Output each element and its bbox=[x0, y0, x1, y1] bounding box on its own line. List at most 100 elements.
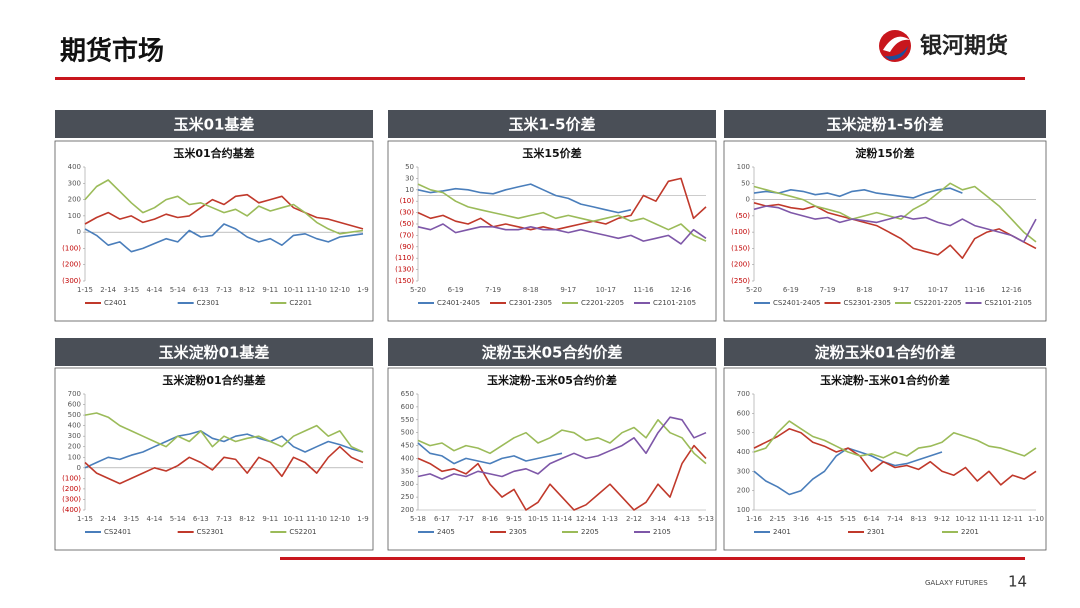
y-tick-label: 100 bbox=[68, 453, 81, 461]
x-tick-label: 2-12 bbox=[626, 515, 642, 523]
series-line bbox=[84, 179, 364, 235]
x-tick-label: 12-10 bbox=[330, 515, 350, 523]
y-tick-label: 600 bbox=[737, 409, 750, 417]
x-tick-label: 1-10 bbox=[1028, 515, 1044, 523]
series-line bbox=[417, 183, 707, 242]
y-tick-label: 200 bbox=[737, 487, 750, 495]
x-tick-label: 9-12 bbox=[934, 515, 950, 523]
x-tick-label: 7-14 bbox=[887, 515, 903, 523]
x-tick-label: 9-15 bbox=[506, 515, 522, 523]
series-line bbox=[417, 223, 707, 245]
y-tick-label: 400 bbox=[737, 448, 750, 456]
x-tick-label: 5-14 bbox=[170, 515, 186, 523]
logo-swoosh bbox=[884, 46, 908, 60]
x-tick-label: 7-13 bbox=[216, 515, 232, 523]
y-tick-label: 600 bbox=[401, 403, 414, 411]
y-tick-label: (250) bbox=[731, 277, 750, 285]
legend-label: C2301 bbox=[197, 299, 220, 307]
x-tick-label: 5-18 bbox=[410, 515, 426, 523]
chart-title: 玉米15价差 bbox=[522, 146, 581, 160]
panel-header bbox=[388, 338, 716, 366]
series-line bbox=[753, 202, 1037, 259]
logo bbox=[879, 30, 911, 62]
x-tick-label: 4-14 bbox=[147, 286, 163, 294]
x-tick-label: 10-12 bbox=[955, 515, 975, 523]
y-tick-label: 300 bbox=[68, 179, 81, 187]
x-tick-label: 9-17 bbox=[893, 286, 909, 294]
series-line bbox=[753, 187, 963, 199]
header-rule bbox=[55, 77, 1025, 80]
legend-label: C2101-2105 bbox=[653, 299, 696, 307]
chart-frame bbox=[723, 367, 1047, 551]
x-tick-label: 9-11 bbox=[262, 286, 278, 294]
x-tick-label: 12-14 bbox=[576, 515, 597, 523]
y-tick-label: 200 bbox=[68, 196, 81, 204]
x-tick-label: 10-17 bbox=[928, 286, 948, 294]
y-tick-label: (100) bbox=[62, 474, 81, 482]
x-tick-label: 7-19 bbox=[820, 286, 836, 294]
legend-label: CS2301-2305 bbox=[844, 299, 892, 307]
y-tick-label: (200) bbox=[62, 261, 81, 269]
panel-header bbox=[55, 338, 373, 366]
x-tick-label: 3-15 bbox=[123, 286, 139, 294]
y-tick-label: 100 bbox=[737, 163, 750, 171]
y-tick-label: 200 bbox=[68, 443, 81, 451]
panel-header bbox=[55, 110, 373, 138]
logo-swoosh bbox=[883, 36, 910, 52]
series-line bbox=[417, 419, 707, 465]
legend-label: CS2201 bbox=[289, 528, 316, 536]
series-line bbox=[84, 223, 364, 253]
legend-label: CS2301 bbox=[197, 528, 224, 536]
x-tick-label: 11-10 bbox=[306, 286, 326, 294]
x-tick-label: 2-14 bbox=[100, 286, 116, 294]
x-tick-label: 8-13 bbox=[911, 515, 927, 523]
x-tick-label: 7-13 bbox=[216, 286, 232, 294]
x-tick-label: 5-20 bbox=[746, 286, 762, 294]
y-tick-label: 0 bbox=[77, 464, 81, 472]
panel-title: 淀粉玉米01合约价差 bbox=[815, 344, 956, 362]
x-tick-label: 1-9 bbox=[357, 286, 368, 294]
x-tick-label: 6-19 bbox=[448, 286, 464, 294]
footer-brand: GALAXY FUTURES bbox=[925, 579, 988, 587]
x-tick-label: 7-19 bbox=[485, 286, 501, 294]
x-tick-label: 6-13 bbox=[193, 286, 209, 294]
x-tick-label: 2-15 bbox=[770, 515, 786, 523]
chart-frame bbox=[387, 367, 717, 551]
x-tick-label: 11-14 bbox=[552, 515, 573, 523]
y-tick-label: 500 bbox=[737, 429, 750, 437]
y-tick-label: (110) bbox=[395, 254, 414, 262]
legend-label: C2201-2205 bbox=[581, 299, 624, 307]
series-line bbox=[753, 428, 1037, 486]
x-tick-label: 11-10 bbox=[306, 515, 326, 523]
x-tick-label: 5-14 bbox=[170, 286, 186, 294]
legend-label: 2301 bbox=[867, 528, 885, 536]
x-tick-label: 3-15 bbox=[123, 515, 139, 523]
panel-header bbox=[388, 110, 716, 138]
footer-rule bbox=[280, 557, 1025, 560]
series-line bbox=[84, 412, 364, 453]
y-tick-label: (30) bbox=[400, 209, 415, 217]
y-tick-label: (100) bbox=[731, 228, 750, 236]
legend-label: 2201 bbox=[961, 528, 979, 536]
panel-title: 玉米淀粉01基差 bbox=[159, 344, 270, 362]
series-line bbox=[417, 416, 707, 480]
chart-frame bbox=[387, 140, 717, 322]
chart-frame bbox=[54, 140, 374, 322]
panel-header bbox=[724, 338, 1046, 366]
x-tick-label: 10-11 bbox=[283, 286, 303, 294]
y-tick-label: 300 bbox=[737, 467, 750, 475]
x-tick-label: 6-13 bbox=[193, 515, 209, 523]
y-tick-label: 400 bbox=[68, 163, 81, 171]
y-tick-label: 100 bbox=[737, 506, 750, 514]
y-tick-label: 550 bbox=[401, 416, 414, 424]
chart-frame bbox=[54, 367, 374, 551]
y-tick-label: 400 bbox=[401, 454, 414, 462]
x-tick-label: 2-14 bbox=[100, 515, 116, 523]
x-tick-label: 4-13 bbox=[674, 515, 690, 523]
x-tick-label: 1-13 bbox=[602, 515, 618, 523]
y-tick-label: (200) bbox=[731, 261, 750, 269]
y-tick-label: 350 bbox=[401, 467, 414, 475]
x-tick-label: 7-17 bbox=[458, 515, 474, 523]
x-tick-label: 1-15 bbox=[77, 515, 93, 523]
legend-label: C2401 bbox=[104, 299, 127, 307]
